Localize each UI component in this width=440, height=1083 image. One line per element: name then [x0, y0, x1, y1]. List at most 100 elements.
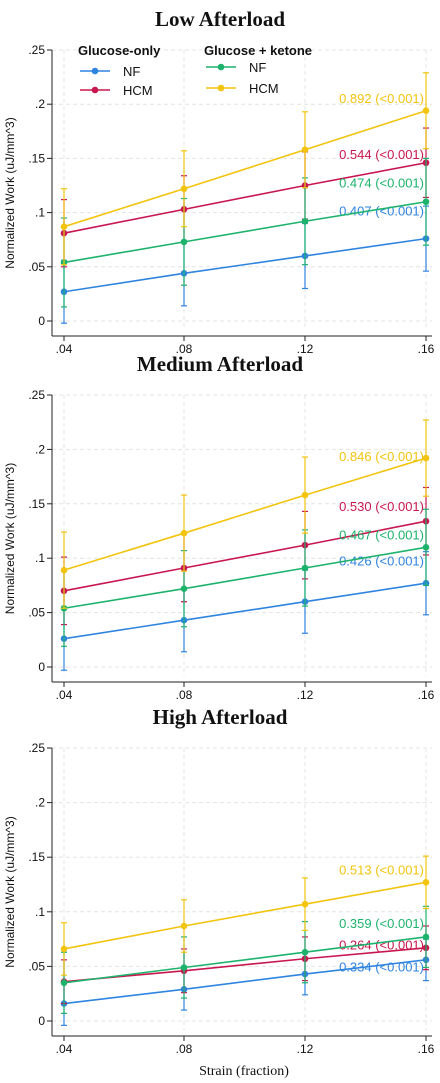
y-tick-label: .2 [35, 796, 45, 810]
x-tick-label: .04 [56, 342, 73, 356]
data-point [60, 566, 68, 574]
x-tick-label: .16 [418, 342, 435, 356]
x-tick-label: .08 [176, 688, 193, 702]
data-point [301, 146, 309, 154]
data-point [180, 585, 188, 592]
series-gluc-nf: 0.407 (<0.001) [60, 204, 430, 324]
legend-item-glucose-nf: NF [80, 64, 140, 79]
data-point [422, 879, 430, 886]
series-line [63, 936, 427, 984]
data-point [422, 454, 430, 462]
x-tick-label: .04 [56, 1042, 73, 1056]
slope-annotation: 0.467 (<0.001) [339, 527, 424, 542]
data-point [301, 564, 309, 572]
y-tick-label: .25 [28, 43, 45, 57]
data-point [422, 544, 430, 551]
y-tick-label: .2 [35, 442, 45, 456]
data-point [180, 964, 188, 971]
slope-annotation: 0.846 (<0.001) [339, 449, 424, 464]
series-ket-hcm: 0.513 (<0.001) [60, 855, 430, 976]
data-point [301, 948, 309, 956]
series-line [63, 546, 427, 610]
y-tick-label: .15 [28, 497, 45, 511]
series-line [63, 582, 427, 640]
y-tick-label: 0 [38, 314, 45, 328]
series-line [63, 161, 427, 234]
series-line [63, 109, 427, 228]
data-point [60, 223, 68, 230]
data-point [301, 491, 309, 499]
data-point [60, 979, 68, 987]
slope-annotation: 0.530 (<0.001) [339, 499, 424, 514]
x-tick-label: .16 [418, 1042, 435, 1056]
y-tick-label: .2 [35, 97, 45, 111]
data-point [180, 922, 188, 930]
y-tick-label: .05 [28, 959, 45, 973]
legend-item-glucose-hcm: HCM [80, 83, 153, 98]
legend: Glucose-only Glucose + ketone NF HCM NF HCM [78, 43, 312, 98]
chart-panel-2: Medium Afterload 0 .05 .1 .15 .2 .25 .04 .08 .12.… [3, 352, 435, 702]
legend-group-glucose-only: Glucose-only [78, 43, 161, 58]
legend-label: NF [123, 64, 140, 79]
data-point [422, 198, 430, 206]
legend-group-glucose-ketone: Glucose + ketone [204, 43, 312, 58]
y-tick-label: .05 [28, 260, 45, 274]
series-line [63, 881, 427, 950]
legend-item-ketone-nf: NF [206, 60, 266, 75]
series-line [63, 457, 427, 571]
slope-annotation: 0.334 (<0.001) [339, 959, 424, 974]
data-point [422, 107, 430, 115]
series-line [63, 200, 427, 264]
data-point [180, 238, 188, 246]
legend-swatch-marker [217, 63, 225, 71]
data-point [180, 185, 188, 193]
series-ket-nf: 0.467 (<0.001) [60, 508, 430, 647]
data-point [422, 933, 430, 941]
x-axis-label: Strain (fraction) [199, 1064, 289, 1079]
chart-panel-3: High Afterload 0 .05 .1 .15 .2 .25 .04 .08 .12 .16… [3, 705, 435, 1079]
legend-label: HCM [123, 83, 153, 98]
y-axis-label: Normalized Work (uJ/mm^3) [3, 463, 17, 614]
y-tick-label: .1 [35, 206, 45, 220]
slope-annotation: 0.359 (<0.001) [339, 916, 424, 931]
legend-label: NF [249, 60, 266, 75]
x-tick-label: .16 [418, 688, 435, 702]
chart-panel-1: Low Afterload 0 .05 .1 .15 .2 .25 .04 .08 .12 .16 N… [3, 7, 435, 356]
legend-swatch-marker [217, 84, 225, 92]
y-tick-label: .15 [28, 850, 45, 864]
legend-label: HCM [249, 81, 279, 96]
y-tick-label: 0 [38, 660, 45, 674]
slope-annotation: 0.513 (<0.001) [339, 862, 424, 877]
x-tick-label: .08 [176, 1042, 193, 1056]
slope-annotation: 0.892 (<0.001) [339, 91, 424, 106]
y-axis-label: Normalized Work (uJ/mm^3) [3, 117, 17, 268]
y-tick-label: .1 [35, 905, 45, 919]
data-point [180, 529, 188, 537]
legend-swatch-marker [91, 86, 99, 94]
series-ket-hcm: 0.846 (<0.001) [60, 419, 430, 609]
y-tick-label: .1 [35, 551, 45, 565]
series-gluc-nf: 0.426 (<0.001) [60, 551, 430, 671]
x-tick-label: .04 [56, 688, 73, 702]
y-axis-label: Normalized Work (uJ/mm^3) [3, 816, 17, 967]
series-line [63, 520, 427, 592]
panel-title: Low Afterload [155, 7, 285, 31]
data-point [60, 945, 68, 953]
slope-annotation: 0.426 (<0.001) [339, 553, 424, 568]
y-tick-label: 0 [38, 1014, 45, 1028]
x-tick-label: .12 [297, 342, 314, 356]
slope-annotation: 0.407 (<0.001) [339, 204, 424, 219]
x-tick-label: .12 [297, 688, 314, 702]
series-ket-nf: 0.474 (<0.001) [60, 157, 430, 308]
series-line [63, 947, 427, 983]
y-tick-label: .15 [28, 151, 45, 165]
series-line [63, 237, 427, 293]
series-ket-hcm: 0.892 (<0.001) [60, 72, 430, 266]
panel-title: Medium Afterload [137, 352, 304, 376]
data-point [301, 900, 309, 908]
x-tick-label: .12 [297, 1042, 314, 1056]
slope-annotation: 0.474 (<0.001) [339, 175, 424, 190]
legend-item-ketone-hcm: HCM [206, 81, 279, 96]
slope-annotation: 0.264 (<0.001) [339, 938, 424, 953]
